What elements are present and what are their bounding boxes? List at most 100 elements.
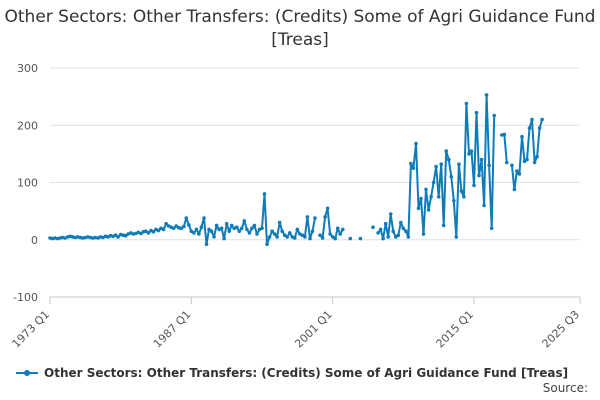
data-point (293, 236, 297, 240)
data-point (219, 226, 224, 231)
y-tick-label: 0 (31, 234, 38, 247)
data-point (406, 235, 411, 239)
data-point (479, 157, 484, 162)
data-point (265, 242, 269, 247)
data-point (275, 235, 279, 239)
data-point (204, 242, 209, 247)
y-tick-label: 300 (17, 62, 38, 75)
data-point (386, 235, 391, 239)
data-point (505, 160, 509, 165)
data-point (199, 225, 204, 229)
data-point (227, 229, 231, 233)
data-point (535, 154, 539, 159)
data-point (171, 226, 176, 231)
data-point (235, 225, 239, 229)
data-point (303, 235, 307, 239)
data-point (214, 223, 219, 228)
legend-label: Other Sectors: Other Transfers: (Credits… (44, 366, 569, 380)
data-point (477, 173, 481, 178)
data-point (454, 235, 459, 239)
data-point (151, 229, 156, 234)
data-point (512, 187, 517, 192)
data-point (492, 113, 497, 118)
data-point (229, 223, 234, 228)
data-point (333, 236, 338, 241)
data-point (441, 223, 446, 228)
data-point (444, 149, 449, 153)
y-tick-label: 100 (17, 177, 38, 190)
x-tick-label: 1987 Q1 (151, 308, 194, 351)
data-point (525, 157, 529, 162)
grid-layer (50, 67, 580, 298)
data-point (396, 233, 401, 237)
data-point (325, 206, 330, 211)
data-point (371, 225, 375, 229)
data-point (156, 228, 161, 233)
data-point (383, 221, 388, 226)
data-point (285, 235, 290, 239)
data-point (378, 227, 383, 232)
data-point (474, 110, 479, 115)
data-point (381, 236, 385, 241)
data-point (255, 232, 259, 236)
data-point (272, 232, 277, 236)
data-point (182, 224, 186, 229)
data-point (222, 236, 226, 241)
data-point (449, 175, 454, 179)
data-point (252, 223, 257, 228)
data-point (457, 162, 461, 166)
source-credit: Source: (542, 381, 588, 395)
data-point (447, 157, 451, 162)
data-point (436, 195, 441, 199)
data-point (270, 229, 274, 233)
data-point (194, 227, 199, 232)
y-tick-label: 200 (17, 119, 38, 132)
data-point (404, 229, 408, 233)
data-point (237, 229, 242, 233)
data-point (295, 227, 300, 232)
data-point (530, 117, 534, 122)
data-point (189, 229, 194, 233)
data-point (318, 233, 322, 237)
x-tick-label: 2025 Q3 (540, 308, 583, 351)
data-point (439, 162, 444, 166)
data-point (288, 231, 292, 235)
x-tick-label: 1973 Q1 (10, 308, 53, 351)
data-point (348, 236, 353, 241)
data-point (464, 101, 469, 106)
data-point (429, 195, 433, 199)
data-point (459, 189, 464, 193)
data-point (164, 221, 168, 226)
data-point (207, 227, 211, 232)
data-point (510, 163, 514, 168)
data-point (139, 231, 143, 236)
data-point (469, 149, 474, 153)
data-point (313, 216, 317, 220)
data-point (209, 229, 214, 233)
data-point (399, 220, 403, 225)
data-point (434, 164, 438, 169)
data-point (242, 219, 247, 223)
data-point (146, 231, 151, 235)
data-point (260, 226, 264, 231)
data-point (310, 229, 315, 233)
data-point (472, 183, 476, 188)
x-tick-label: 2015 Q1 (434, 308, 477, 351)
data-point (401, 226, 406, 231)
data-point (320, 236, 325, 240)
data-point (484, 93, 489, 97)
data-point (116, 235, 120, 239)
data-point (338, 232, 343, 236)
data-point (184, 216, 189, 220)
legend-swatch (16, 368, 38, 378)
data-point (245, 227, 249, 232)
data-point (212, 235, 216, 239)
chart-title: Other Sectors: Other Transfers: (Credits… (4, 7, 596, 50)
data-point (388, 212, 393, 216)
data-point (502, 132, 507, 137)
data-point (267, 235, 272, 239)
legend[interactable]: Other Sectors: Other Transfers: (Credits… (16, 364, 568, 382)
data-point (411, 166, 416, 170)
data-point (482, 203, 486, 208)
